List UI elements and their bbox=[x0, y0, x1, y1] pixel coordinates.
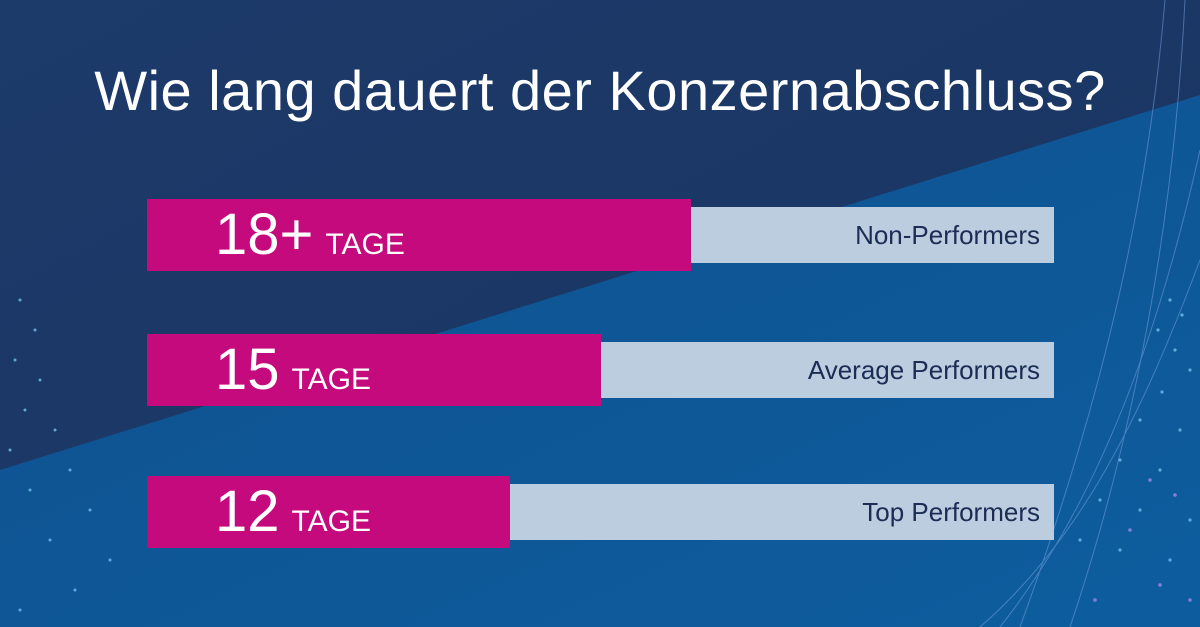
bar-row: 12 TAGE Top Performers bbox=[147, 476, 1054, 548]
category-label: Non-Performers bbox=[855, 220, 1040, 250]
bar bbox=[147, 199, 691, 271]
bar-value-label: 12 TAGE bbox=[215, 476, 371, 548]
bar-row: 18+ TAGE Non-Performers bbox=[147, 199, 1054, 271]
value-unit: TAGE bbox=[291, 363, 371, 396]
value-unit: TAGE bbox=[325, 228, 405, 261]
value-number: 12 bbox=[215, 479, 280, 544]
value-number: 15 bbox=[215, 337, 280, 402]
chart-title: Wie lang dauert der Konzernabschluss? bbox=[94, 59, 1106, 122]
bar-row: 15 TAGE Average Performers bbox=[147, 334, 1054, 406]
category-label: Average Performers bbox=[807, 355, 1040, 385]
bar bbox=[147, 476, 510, 548]
bar-value-label: 18+ TAGE bbox=[215, 199, 405, 271]
value-number: 18+ bbox=[215, 202, 314, 267]
bar-value-label: 15 TAGE bbox=[215, 334, 371, 406]
bar bbox=[147, 334, 601, 406]
category-label: Top Performers bbox=[862, 497, 1040, 527]
value-unit: TAGE bbox=[291, 505, 371, 538]
